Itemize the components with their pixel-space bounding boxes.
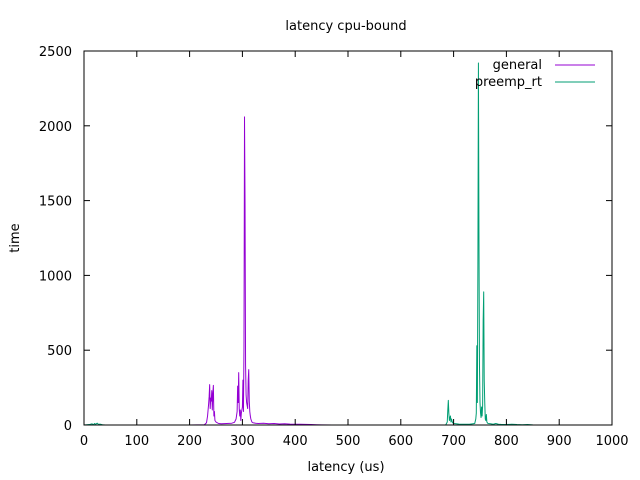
plot-frame: [83, 50, 613, 426]
plot-area: [83, 62, 612, 426]
x-tick-label: 600: [388, 434, 413, 449]
legend: general preemp_rt: [475, 58, 595, 90]
series-line-general: [84, 116, 612, 426]
x-axis-label: latency (us): [307, 460, 384, 475]
series-line-preemp-rt: [83, 62, 612, 426]
legend-label: preemp_rt: [475, 75, 542, 90]
legend-label: general: [493, 58, 542, 73]
y-tick-label: 1000: [39, 269, 72, 284]
y-tick-label: 2500: [39, 45, 72, 60]
y-tick-label: 2000: [39, 120, 72, 135]
y-axis-label: time: [8, 223, 23, 252]
y-tick-label: 0: [64, 419, 72, 434]
x-tick-label: 900: [547, 434, 572, 449]
x-tick-label: 500: [336, 434, 361, 449]
x-tick-label: 700: [441, 434, 466, 449]
x-tick-label: 300: [230, 434, 255, 449]
x-tick-label: 1000: [595, 434, 628, 449]
x-tick-label: 200: [177, 434, 202, 449]
y-tick-label: 1500: [39, 195, 72, 210]
x-tick-label: 400: [283, 434, 308, 449]
x-tick-label: 800: [494, 434, 519, 449]
x-tick-label: 0: [80, 434, 88, 449]
x-axis-ticks: 0 100 200 300 400 500 600 700 800 900 1000: [80, 51, 629, 449]
y-tick-label: 500: [47, 344, 72, 359]
x-tick-label: 100: [124, 434, 149, 449]
y-axis-ticks: 0 500 1000 1500 2000 2500: [39, 45, 612, 434]
chart-title: latency cpu-bound: [285, 19, 406, 34]
